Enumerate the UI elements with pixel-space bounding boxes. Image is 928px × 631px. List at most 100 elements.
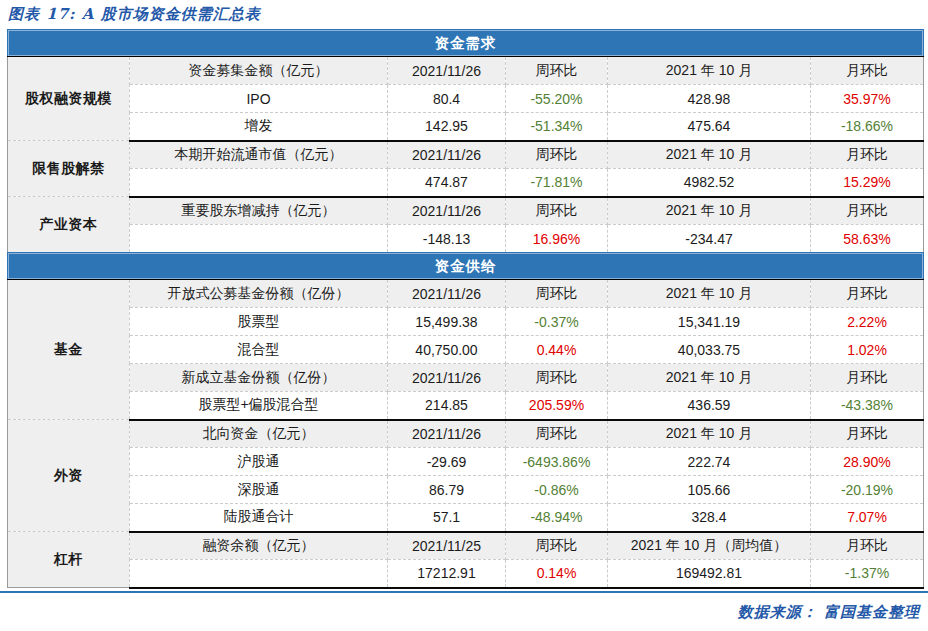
category-cell: 限售股解禁 (8, 141, 130, 197)
metric-cell: 开放式公募基金份额（亿份） (130, 280, 388, 308)
table-row: 沪股通 -29.69 -6493.86% 222.74 28.90% (8, 448, 924, 476)
month-value-cell: 169492.81 (608, 560, 811, 588)
table-row: 产业资本 重要股东增减持（亿元） 2021/11/26 周环比 2021 年 1… (8, 197, 924, 225)
value-cell: 214.85 (388, 392, 506, 420)
date-cell: 2021/11/26 (388, 420, 506, 448)
table-row: 增发 142.95 -51.34% 475.64 -18.66% (8, 113, 924, 141)
mom-cell: -20.19% (811, 476, 924, 504)
month-value-cell: 40,033.75 (608, 336, 811, 364)
mom-cell: 1.02% (811, 336, 924, 364)
month-header-cell: 2021 年 10 月 (608, 364, 811, 392)
month-value-cell: 222.74 (608, 448, 811, 476)
value-cell: 17212.91 (388, 560, 506, 588)
capital-supply-demand-table: 资金需求 股权融资规模 资金募集金额（亿元） 2021/11/26 周环比 20… (7, 29, 924, 589)
metric-cell: 本期开始流通市值（亿元） (130, 141, 388, 169)
mom-header-cell: 月环比 (811, 420, 924, 448)
category-cell: 基金 (8, 280, 130, 420)
metric-cell (130, 225, 388, 253)
date-cell: 2021/11/26 (388, 197, 506, 225)
table-row: 17212.91 0.14% 169492.81 -1.37% (8, 560, 924, 588)
metric-cell: 北向资金（亿元） (130, 420, 388, 448)
date-cell: 2021/11/26 (388, 280, 506, 308)
mom-cell: 15.29% (811, 169, 924, 197)
value-cell: 474.87 (388, 169, 506, 197)
section-banner-label: 资金供给 (8, 253, 924, 280)
category-cell: 股权融资规模 (8, 57, 130, 141)
table-row: 股票型 15,499.38 -0.37% 15,341.19 2.22% (8, 308, 924, 336)
metric-cell: 沪股通 (130, 448, 388, 476)
month-value-cell: 15,341.19 (608, 308, 811, 336)
value-cell: 80.4 (388, 85, 506, 113)
month-header-cell: 2021 年 10 月 (608, 420, 811, 448)
date-cell: 2021/11/25 (388, 532, 506, 560)
month-header-cell: 2021 年 10 月 (608, 57, 811, 85)
month-value-cell: 436.59 (608, 392, 811, 420)
wow-cell: -55.20% (506, 85, 608, 113)
category-cell: 杠杆 (8, 532, 130, 588)
table-row: 外资 北向资金（亿元） 2021/11/26 周环比 2021 年 10 月 月… (8, 420, 924, 448)
value-cell: -29.69 (388, 448, 506, 476)
table-row: 杠杆 融资余额（亿元） 2021/11/25 周环比 2021 年 10 月（周… (8, 532, 924, 560)
mom-cell: 35.97% (811, 85, 924, 113)
month-value-cell: 105.66 (608, 476, 811, 504)
mom-header-cell: 月环比 (811, 364, 924, 392)
date-cell: 2021/11/26 (388, 141, 506, 169)
wow-header-cell: 周环比 (506, 364, 608, 392)
month-value-cell: 328.4 (608, 504, 811, 532)
wow-cell: -0.86% (506, 476, 608, 504)
section-banner-supply: 资金供给 (8, 253, 924, 280)
wow-cell: 205.59% (506, 392, 608, 420)
category-cell: 产业资本 (8, 197, 130, 253)
page-title: 图表 17: A 股市场资金供需汇总表 (8, 5, 928, 24)
date-cell: 2021/11/26 (388, 57, 506, 85)
table-row: 基金 开放式公募基金份额（亿份） 2021/11/26 周环比 2021 年 1… (8, 280, 924, 308)
wow-cell: 16.96% (506, 225, 608, 253)
mom-cell: -1.37% (811, 560, 924, 588)
section-banner-label: 资金需求 (8, 30, 924, 57)
wow-header-cell: 周环比 (506, 57, 608, 85)
metric-cell: 资金募集金额（亿元） (130, 57, 388, 85)
wow-cell: -48.94% (506, 504, 608, 532)
table-row: -148.13 16.96% -234.47 58.63% (8, 225, 924, 253)
month-header-cell: 2021 年 10 月 (608, 141, 811, 169)
month-value-cell: 4982.52 (608, 169, 811, 197)
metric-cell: 股票型+偏股混合型 (130, 392, 388, 420)
metric-cell: 融资余额（亿元） (130, 532, 388, 560)
mom-header-cell: 月环比 (811, 57, 924, 85)
mom-header-cell: 月环比 (811, 280, 924, 308)
table-row: 深股通 86.79 -0.86% 105.66 -20.19% (8, 476, 924, 504)
month-value-cell: -234.47 (608, 225, 811, 253)
metric-cell: 新成立基金份额（亿份） (130, 364, 388, 392)
wow-cell: -51.34% (506, 113, 608, 141)
wow-cell: -0.37% (506, 308, 608, 336)
wow-header-cell: 周环比 (506, 280, 608, 308)
report-figure-page: 图表 17: A 股市场资金供需汇总表 资金需求 股权融资规模 资金募集金额（亿… (0, 0, 928, 631)
wow-header-cell: 周环比 (506, 197, 608, 225)
divider-rule (0, 591, 928, 593)
mom-header-cell: 月环比 (811, 197, 924, 225)
table-row: 股票型+偏股混合型 214.85 205.59% 436.59 -43.38% (8, 392, 924, 420)
wow-cell: -6493.86% (506, 448, 608, 476)
date-cell: 2021/11/26 (388, 364, 506, 392)
metric-cell (130, 560, 388, 588)
metric-cell: 陆股通合计 (130, 504, 388, 532)
mom-cell: 2.22% (811, 308, 924, 336)
value-cell: 86.79 (388, 476, 506, 504)
value-cell: 40,750.00 (388, 336, 506, 364)
mom-cell: 58.63% (811, 225, 924, 253)
wow-header-cell: 周环比 (506, 420, 608, 448)
value-cell: -148.13 (388, 225, 506, 253)
wow-header-cell: 周环比 (506, 532, 608, 560)
month-value-cell: 475.64 (608, 113, 811, 141)
wow-header-cell: 周环比 (506, 141, 608, 169)
metric-cell: 股票型 (130, 308, 388, 336)
mom-cell: 28.90% (811, 448, 924, 476)
metric-cell: 深股通 (130, 476, 388, 504)
mom-cell: -18.66% (811, 113, 924, 141)
value-cell: 142.95 (388, 113, 506, 141)
mom-header-cell: 月环比 (811, 141, 924, 169)
wow-cell: -71.81% (506, 169, 608, 197)
section-banner-demand: 资金需求 (8, 30, 924, 57)
source-note: 数据来源： 富国基金整理 (0, 603, 920, 622)
mom-cell: 7.07% (811, 504, 924, 532)
